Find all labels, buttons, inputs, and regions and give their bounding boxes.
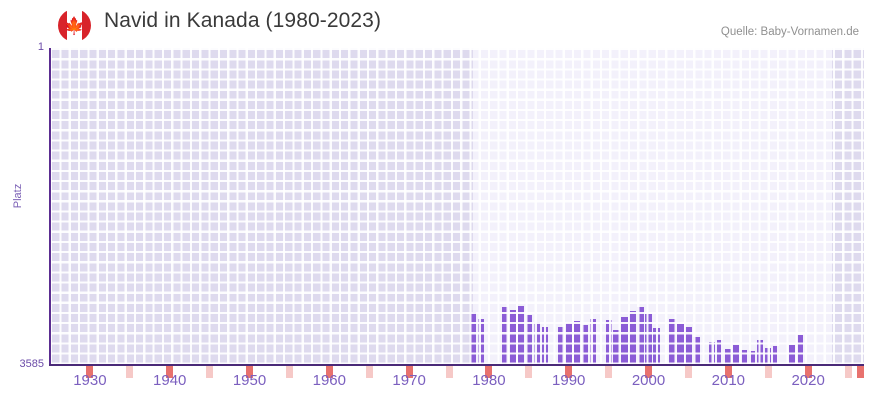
bar xyxy=(725,348,732,365)
x-tick-major-2010 xyxy=(724,366,732,378)
canada-flag-icon: 🍁 xyxy=(58,9,91,42)
x-tick-label-1980: 1980 xyxy=(472,372,506,389)
bar xyxy=(541,326,548,365)
bar xyxy=(685,326,692,365)
bar xyxy=(533,322,540,365)
y-axis-title: Platz xyxy=(12,183,24,209)
maple-leaf-icon: 🍁 xyxy=(63,16,86,35)
bar xyxy=(621,316,628,365)
bar xyxy=(789,345,796,365)
x-tick-label-2020: 2020 xyxy=(791,372,825,389)
x-tick-label-2010: 2010 xyxy=(711,372,746,389)
bar xyxy=(605,320,612,365)
bar xyxy=(581,324,588,365)
x-tick-major-1930 xyxy=(86,366,94,378)
x-tick-label-2000: 2000 xyxy=(631,372,666,389)
bar xyxy=(717,339,724,365)
y-axis-line xyxy=(49,48,51,365)
x-tick-major-2020 xyxy=(804,366,812,378)
bar xyxy=(741,350,748,365)
bar xyxy=(501,307,508,365)
bar xyxy=(677,323,684,365)
page-title: Navid in Kanada (1980-2023) xyxy=(104,9,382,32)
source-attribution: Quelle: Baby-Vornamen.de xyxy=(720,26,859,38)
x-tick-major-1950 xyxy=(246,366,253,378)
bar xyxy=(525,315,532,365)
bar xyxy=(749,351,756,365)
background-band-pre-data xyxy=(50,48,473,365)
x-tick-minor-1935 xyxy=(126,366,134,378)
x-tick-label-1930: 1930 xyxy=(73,372,107,389)
x-tick-minor-1965 xyxy=(365,366,373,378)
x-tick-label-1950: 1950 xyxy=(232,372,267,389)
x-tick-major-1940 xyxy=(166,366,174,378)
bar xyxy=(565,323,572,365)
chart-header: 🍁 Navid in Kanada (1980-2023) Quelle: Ba… xyxy=(0,0,873,46)
bar xyxy=(469,311,477,365)
x-tick-label-1960: 1960 xyxy=(312,372,346,389)
x-tick-minor-2015 xyxy=(764,366,772,378)
bar xyxy=(653,328,660,365)
flag-band-left xyxy=(58,9,67,42)
bar xyxy=(645,314,652,365)
bar xyxy=(517,306,524,365)
x-tick-major-1970 xyxy=(405,366,413,378)
bar xyxy=(573,321,580,365)
x-tick-major-1960 xyxy=(325,366,333,378)
bar xyxy=(629,310,636,365)
bar xyxy=(765,347,772,365)
bar xyxy=(693,337,700,365)
background-band-post-data xyxy=(832,48,864,365)
x-tick-major-end xyxy=(857,366,864,378)
x-tick-label-1940: 1940 xyxy=(153,372,187,389)
y-axis-max-label: 1 xyxy=(37,41,44,53)
bar xyxy=(557,327,564,365)
x-tick-minor-1975 xyxy=(445,366,453,378)
flag-band-right xyxy=(82,9,91,42)
bar xyxy=(757,339,764,365)
x-tick-major-1990 xyxy=(565,366,573,378)
bar xyxy=(669,318,676,365)
bar xyxy=(509,309,516,365)
bar xyxy=(797,335,804,365)
bar xyxy=(477,319,485,365)
x-tick-minor-2005 xyxy=(684,366,692,378)
bar xyxy=(637,307,644,365)
x-tick-label-1970: 1970 xyxy=(392,372,426,389)
bar xyxy=(589,318,596,365)
x-tick-major-2000 xyxy=(645,366,653,378)
x-tick-minor-1945 xyxy=(206,366,214,378)
plot-area xyxy=(50,48,864,365)
bar xyxy=(613,330,620,365)
x-tick-minor-1985 xyxy=(525,366,533,378)
bar xyxy=(709,341,716,365)
x-tick-minor-1955 xyxy=(285,366,293,378)
bar xyxy=(773,345,780,365)
y-axis-min-label: 3585 xyxy=(19,358,44,370)
x-tick-minor-1995 xyxy=(605,366,613,378)
x-axis-line xyxy=(49,364,864,366)
x-tick-minor-2025 xyxy=(844,366,852,378)
x-tick-label-1990: 1990 xyxy=(552,372,586,389)
x-tick-major-1980 xyxy=(485,366,493,378)
bar xyxy=(733,345,740,365)
